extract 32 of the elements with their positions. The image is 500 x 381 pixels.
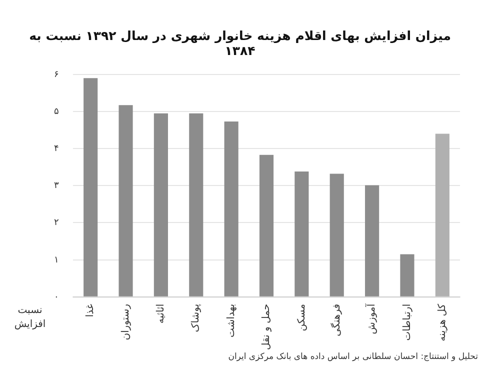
bar [224, 121, 238, 296]
x-tick-label: مسکن [296, 304, 308, 332]
y-tick-label: ۲ [54, 217, 59, 228]
y-tick-label: ۴ [54, 143, 59, 154]
x-tick-label: فرهنگی [330, 304, 342, 336]
x-tick-label: پوشاک [190, 304, 202, 332]
x-tick-label: حمل و نقل [261, 304, 272, 350]
bar [400, 254, 414, 296]
x-tick-label: رستوران [120, 304, 132, 340]
y-tick-label: ۰ [54, 291, 59, 302]
x-tick-label: آموزش [364, 302, 378, 334]
y-tick-label: ۱ [54, 254, 59, 264]
x-tick-label: ارتباطات [402, 304, 413, 341]
x-axis-title: نسبت افزایش [14, 304, 46, 330]
bar [330, 174, 344, 296]
bar [435, 134, 450, 296]
bar [259, 154, 274, 296]
bar [189, 113, 204, 296]
y-tick-label: ۳ [54, 180, 59, 190]
chart-title: میزان افزایش بهای اقلام هزینه خانوار شهری در سال ۱۳۹۲ نسبت به ۱۳۸۴ [28, 28, 452, 58]
text: تحلیل و استنتاج: احسان سلطانی بر اساس داده های بانک مرکزی ایران [228, 352, 478, 362]
bar [84, 78, 98, 296]
bar [365, 185, 380, 296]
y-tick-label: ۵ [54, 106, 59, 116]
bar [294, 172, 309, 296]
x-tick-label: بهداشت [226, 304, 237, 338]
x-tick-label: اثاثیه [156, 304, 167, 324]
y-tick-label: ۶ [54, 68, 59, 79]
bar [118, 105, 133, 296]
bar [154, 113, 168, 296]
x-tick-label: غذا [85, 304, 96, 318]
x-tick-label: کل هزینه [437, 304, 448, 342]
